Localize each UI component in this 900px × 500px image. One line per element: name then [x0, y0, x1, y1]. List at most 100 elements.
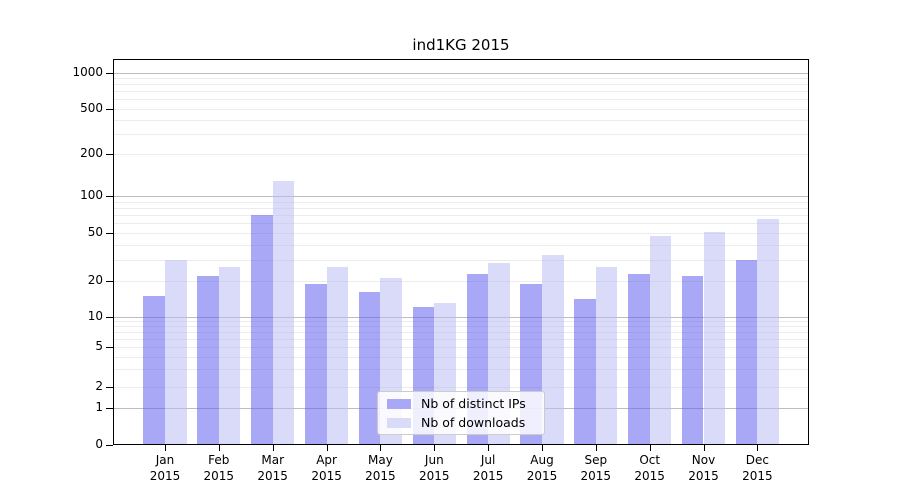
gridline-minor: [114, 339, 808, 340]
y-tick: [106, 387, 113, 388]
x-tick: [488, 445, 490, 451]
gridline-minor: [114, 120, 808, 121]
bar-distinct-ips: [735, 259, 758, 444]
gridline-minor: [114, 91, 808, 93]
bar-downloads: [165, 259, 187, 444]
x-tick-label: Jul 2015: [472, 453, 504, 483]
bar-downloads: [757, 219, 779, 444]
legend-row: Nb of distinct IPs: [387, 396, 535, 411]
legend-label-downloads: Nb of downloads: [421, 415, 526, 430]
x-tick-label: Feb 2015: [203, 453, 235, 483]
x-tick-label: Apr 2015: [311, 453, 342, 483]
x-tick: [218, 445, 220, 451]
gridline-minor: [114, 347, 808, 348]
bar-distinct-ips: [628, 273, 650, 444]
bar-downloads: [218, 267, 241, 444]
x-tick: [165, 445, 166, 451]
gridline-minor: [114, 233, 808, 234]
y-tick-label: 200: [80, 146, 103, 160]
gridline-minor: [114, 84, 808, 86]
y-tick-label: 2: [95, 379, 103, 393]
legend-swatch-downloads: [387, 417, 411, 428]
plot-area: Nb of distinct IPs Nb of downloads: [113, 59, 809, 445]
legend-row: Nb of downloads: [387, 415, 535, 430]
bar-downloads: [703, 231, 726, 444]
y-tick: [106, 347, 113, 348]
gridline-major: [114, 316, 808, 318]
x-tick-label: May 2015: [365, 453, 396, 483]
gridline-minor: [114, 387, 808, 388]
chart-title: ind1KG 2015: [412, 36, 510, 54]
x-tick-label: Sep 2015: [580, 453, 612, 483]
legend: Nb of distinct IPs Nb of downloads: [377, 391, 545, 435]
x-tick: [272, 445, 274, 451]
gridline-minor: [114, 223, 808, 225]
x-tick: [380, 445, 382, 451]
x-tick-label: Mar 2015: [257, 453, 288, 483]
gridline-minor: [114, 109, 808, 110]
x-tick-label: Nov 2015: [688, 453, 719, 483]
y-tick: [106, 316, 113, 318]
y-tick: [106, 109, 113, 110]
x-tick: [649, 445, 651, 451]
y-tick: [106, 407, 113, 409]
y-tick: [106, 233, 113, 234]
bar-distinct-ips: [143, 295, 165, 444]
bar-distinct-ips: [197, 276, 219, 444]
gridline-minor: [114, 281, 808, 282]
y-tick-label: 10: [87, 308, 103, 323]
gridline-major: [114, 196, 808, 197]
bar-downloads: [272, 181, 295, 444]
x-tick: [595, 445, 597, 451]
y-tick: [106, 72, 113, 74]
gridline-minor: [114, 201, 808, 203]
bar-distinct-ips: [358, 292, 381, 444]
bar-downloads: [595, 267, 618, 444]
bar-downloads: [542, 254, 564, 444]
y-tick-label: 500: [80, 101, 103, 115]
x-tick-label: Jun 2015: [419, 453, 450, 483]
y-tick-label: 0: [95, 436, 103, 451]
x-tick: [434, 445, 436, 451]
gridline-major: [114, 72, 808, 74]
y-tick-label: 1000: [72, 64, 103, 79]
gridline-minor: [114, 332, 808, 334]
bar-distinct-ips: [251, 215, 273, 444]
legend-swatch-distinct-ips: [387, 398, 411, 409]
x-tick: [542, 445, 543, 451]
x-tick: [326, 445, 328, 451]
gridline-minor: [114, 207, 808, 209]
gridline-minor: [114, 154, 808, 155]
gridline-minor: [114, 259, 808, 261]
gridline-minor: [114, 99, 808, 101]
y-tick: [106, 444, 113, 446]
bar-distinct-ips: [681, 276, 704, 444]
y-tick-label: 1: [95, 399, 103, 414]
gridline-minor: [114, 134, 808, 136]
y-tick: [106, 196, 113, 197]
gridline-minor: [114, 369, 808, 371]
bar-distinct-ips: [305, 283, 327, 444]
gridline-minor: [114, 321, 808, 323]
gridline-minor: [114, 215, 808, 216]
bar-downloads: [326, 267, 349, 444]
x-tick: [703, 445, 705, 451]
y-tick-label: 100: [80, 188, 103, 202]
y-tick: [106, 154, 113, 155]
x-tick-label: Aug 2015: [526, 453, 558, 483]
y-tick-label: 20: [87, 273, 103, 287]
gridline-minor: [114, 244, 808, 246]
y-tick: [106, 281, 113, 282]
x-tick-label: Oct 2015: [634, 453, 665, 483]
y-tick-label: 5: [95, 339, 103, 353]
legend-label-distinct-ips: Nb of distinct IPs: [421, 396, 526, 411]
gridline-minor: [114, 78, 808, 79]
gridline-minor: [114, 326, 808, 328]
gridline-minor: [114, 356, 808, 358]
x-tick-label: Jan 2015: [149, 453, 181, 483]
x-tick-label: Dec 2015: [742, 453, 773, 483]
bar-downloads: [649, 236, 672, 444]
x-tick: [757, 445, 759, 451]
y-tick-label: 50: [87, 225, 103, 239]
